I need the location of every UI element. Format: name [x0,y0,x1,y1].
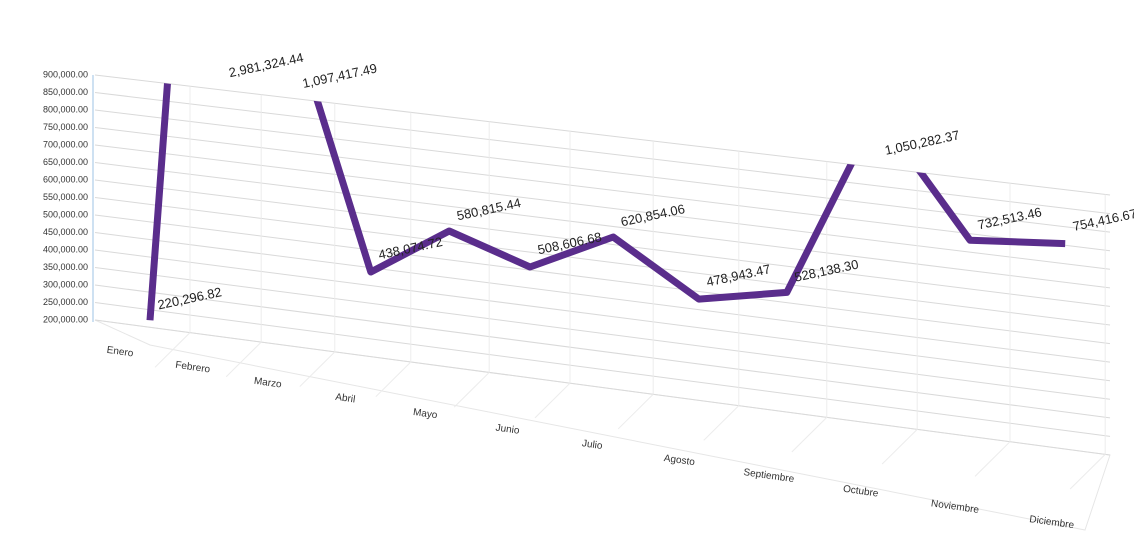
y-tick-label: 450,000.00 [43,227,88,237]
grid-line [94,197,1111,326]
x-tick-label: Julio [581,438,603,452]
line [146,75,1066,321]
y-tick-label: 750,000.00 [43,122,88,132]
floor-line [617,393,654,430]
y-tick-label: 350,000.00 [43,262,88,272]
x-tick-label: Diciembre [1029,514,1076,531]
grid-line [94,232,1111,363]
y-tick-label: 900,000.00 [43,69,88,79]
grid-line [94,109,1111,233]
grid-line [94,302,1111,437]
data-label: 2,981,324.44 [227,50,304,80]
y-tick-label: 650,000.00 [43,157,88,167]
grid-line [94,267,1111,400]
grid-line [94,74,1111,196]
x-tick-label: Septiembre [743,467,796,485]
plot-area [146,75,1066,321]
grid-line [94,127,1111,252]
y-tick-label: 250,000.00 [43,297,88,307]
grid-line [94,144,1111,270]
y-tick-label: 700,000.00 [43,139,88,149]
grid-line [94,249,1111,382]
y-tick-label: 400,000.00 [43,244,88,254]
x-tick-label: Junio [495,423,521,437]
grid-line [94,284,1111,419]
floor-line [299,351,336,387]
floor-line [534,382,571,419]
floor-line [225,341,262,378]
x-tick-label: Abril [335,392,356,406]
floor-line [453,372,490,408]
y-tick-label: 550,000.00 [43,192,88,202]
floor-line [375,361,412,398]
grid-line [94,319,1111,456]
y-tick-label: 850,000.00 [43,87,88,97]
grid-line [94,92,1111,215]
floor-line [974,441,1011,477]
y-tick-label: 600,000.00 [43,174,88,184]
x-tick-label: Mayo [412,407,438,421]
y-tick-label: 500,000.00 [43,209,88,219]
y-tick-label: 200,000.00 [43,314,88,324]
floor-line [154,332,191,368]
x-tick-label: Agosto [663,453,696,468]
grid-line [94,214,1111,345]
y-tick-label: 300,000.00 [43,279,88,289]
floor-line [881,429,918,465]
data-label: 1,050,282.37 [883,127,960,157]
floor-line [1069,454,1106,490]
y-tick-label: 800,000.00 [43,104,88,114]
x-tick-label: Enero [106,345,134,360]
x-tick-label: Febrero [175,360,212,376]
floor-line [703,405,740,441]
x-tick-label: Octubre [842,484,879,500]
floor-line [791,416,828,453]
x-tick-label: Marzo [253,376,282,391]
x-tick-label: Noviembre [930,498,980,516]
data-label: 1,097,417.49 [301,60,378,90]
grid-line [94,162,1111,289]
